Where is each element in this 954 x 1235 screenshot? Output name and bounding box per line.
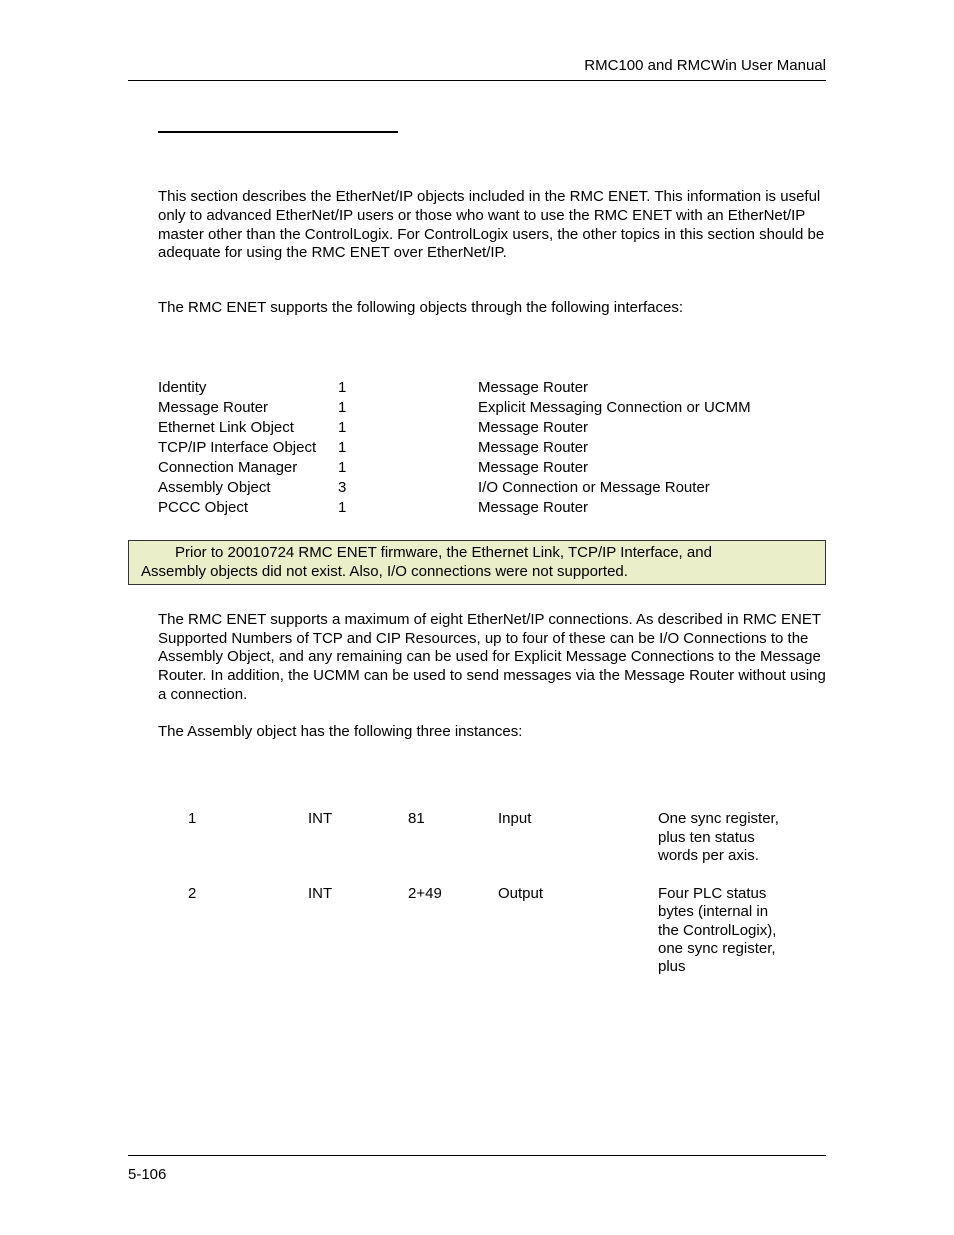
footer: 5-106 [128,1155,826,1183]
note-line-1: Prior to 20010724 RMC ENET firmware, the… [141,543,817,563]
object-count: 1 [338,398,478,418]
object-access: Message Router [478,378,798,398]
object-access: Message Router [478,418,798,438]
table-row: Ethernet Link Object 1 Message Router [158,418,798,438]
object-name: TCP/IP Interface Object [158,438,338,458]
object-name: Connection Manager [158,458,338,478]
page-number: 5-106 [128,1166,826,1183]
asm-desc: One sync register, plus ten status words… [658,809,788,866]
object-count: 1 [338,438,478,458]
table-row: TCP/IP Interface Object 1 Message Router [158,438,798,458]
asm-instance: 1 [188,809,308,866]
intro-paragraph: This section describes the EtherNet/IP o… [158,188,826,263]
connections-paragraph: The RMC ENET supports a maximum of eight… [158,611,826,705]
table-row: Assembly Object 3 I/O Connection or Mess… [158,478,798,498]
header-rule [128,80,826,81]
object-name: PCCC Object [158,498,338,518]
table-row: Connection Manager 1 Message Router [158,458,798,478]
object-access: Message Router [478,458,798,478]
note-box: Prior to 20010724 RMC ENET firmware, the… [128,540,826,585]
object-name: Message Router [158,398,338,418]
table-row: Identity 1 Message Router [158,378,798,398]
asm-type: INT [308,809,408,866]
object-count: 1 [338,458,478,478]
object-access: Explicit Messaging Connection or UCMM [478,398,798,418]
asm-io: Output [498,884,658,977]
object-access: Message Router [478,438,798,458]
asm-desc: Four PLC status bytes (internal in the C… [658,884,788,977]
table-row: 1 INT 81 Input One sync register, plus t… [188,809,788,866]
footer-rule [128,1155,826,1156]
object-name: Identity [158,378,338,398]
object-count: 1 [338,418,478,438]
objects-table: Identity 1 Message Router Message Router… [158,378,798,518]
object-access: Message Router [478,498,798,518]
asm-instance: 2 [188,884,308,977]
assembly-table: 1 INT 81 Input One sync register, plus t… [188,809,788,977]
object-count: 3 [338,478,478,498]
section-rule [158,131,398,133]
asm-size: 81 [408,809,498,866]
asm-type: INT [308,884,408,977]
object-count: 1 [338,498,478,518]
header-manual-title: RMC100 and RMCWin User Manual [128,57,826,74]
assembly-intro: The Assembly object has the following th… [158,723,826,742]
note-line-2: Assembly objects did not exist. Also, I/… [141,562,817,582]
table-row: Message Router 1 Explicit Messaging Conn… [158,398,798,418]
object-count: 1 [338,378,478,398]
asm-size: 2+49 [408,884,498,977]
object-name: Assembly Object [158,478,338,498]
object-name: Ethernet Link Object [158,418,338,438]
table-row: 2 INT 2+49 Output Four PLC status bytes … [188,884,788,977]
table-row: PCCC Object 1 Message Router [158,498,798,518]
asm-io: Input [498,809,658,866]
objects-intro: The RMC ENET supports the following obje… [158,299,826,318]
object-access: I/O Connection or Message Router [478,478,798,498]
